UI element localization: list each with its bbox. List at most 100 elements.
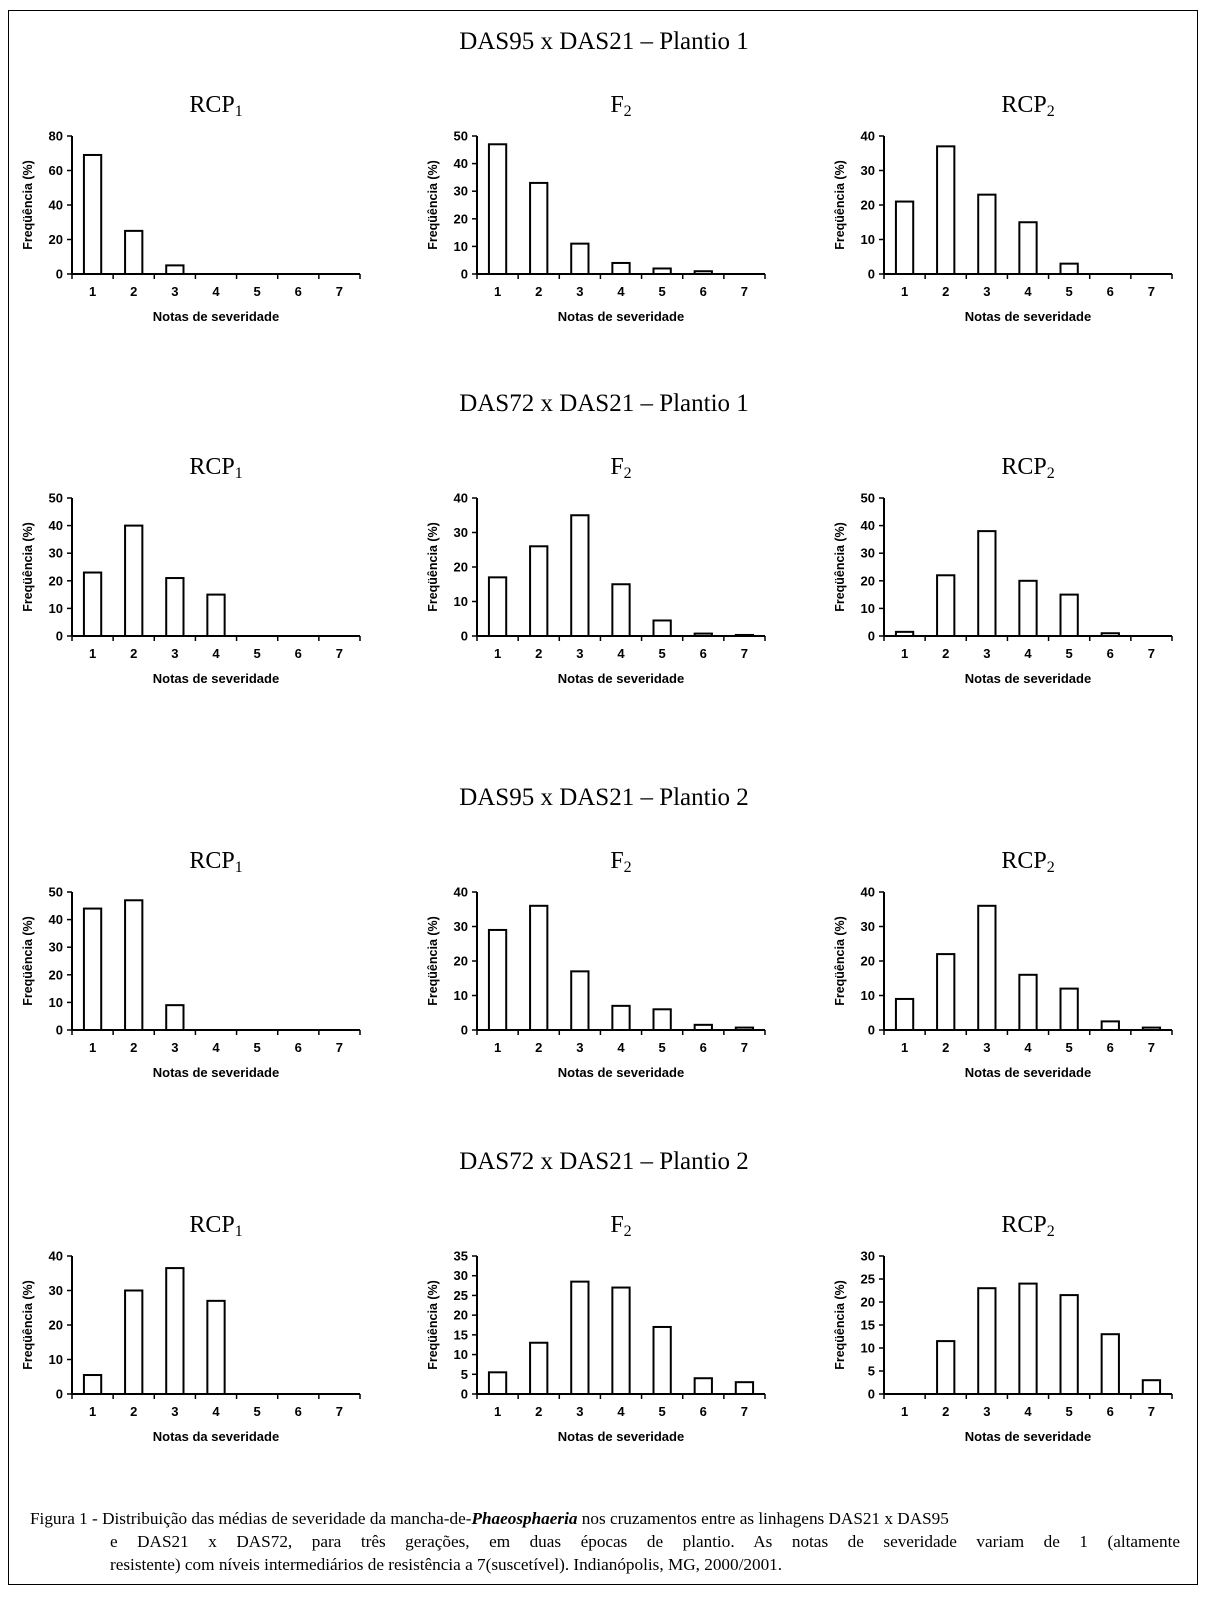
y-tick-label: 10 [454,594,468,609]
bar [82,907,103,1032]
y-tick-label: 10 [454,239,468,254]
x-tick-label: 1 [901,1404,908,1419]
bar [894,997,915,1031]
chart-title-base: RCP [1001,848,1047,874]
chart-title-subscript: 1 [234,859,243,876]
bar-chart: 0 10 20 30 40 50 1 2 3 4 5 6 7 Notas de severidade Fre… [426,129,766,324]
bar-chart: 0 20 40 60 80 1 2 3 4 5 6 7 Notas de severidade Freqü… [21,129,361,324]
y-tick-label: 50 [49,885,63,900]
bar [734,1026,755,1032]
x-axis-label: Notas de severidade [965,1065,1091,1080]
x-tick-label: 4 [212,1404,220,1419]
bar [611,583,631,637]
y-tick-label: 40 [49,518,63,533]
y-tick-label: 80 [49,129,63,144]
y-axis-label: Freqüência (%) [426,160,440,250]
bar [652,619,672,638]
y-tick-label: 40 [49,1249,63,1264]
bar [124,899,144,1031]
y-tick-label: 30 [49,1283,63,1298]
y-tick-label: 30 [454,919,468,934]
x-tick-label: 7 [741,1040,748,1055]
bar [1018,579,1038,638]
x-tick-label: 4 [617,1040,625,1055]
x-tick-label: 7 [741,1404,748,1419]
y-axis-label: Freqüência (%) [833,160,847,250]
x-tick-label: 5 [659,284,666,299]
x-tick-label: 5 [254,1404,261,1419]
x-tick-label: 3 [983,1040,990,1055]
bar [165,1004,185,1032]
bar [82,571,103,637]
bar [529,545,549,637]
caption-text-post: nos cruzamentos entre as linhagens DAS21… [577,1509,949,1528]
y-tick-label: 0 [461,267,468,282]
y-tick-label: 30 [454,1268,468,1283]
y-tick-label: 10 [861,988,875,1003]
x-tick-label: 2 [535,1040,542,1055]
bar [652,267,672,275]
x-tick-label: 4 [617,284,625,299]
caption-line-1: Figura 1 - Distribuição das médias de se… [30,1507,1180,1530]
bar [82,153,103,275]
bar [529,904,549,1031]
x-tick-label: 7 [1148,284,1155,299]
y-tick-label: 20 [454,954,468,969]
bar [1059,262,1079,275]
x-tick-label: 3 [171,646,178,661]
x-tick-label: 2 [535,1404,542,1419]
x-axis-label: Notas de severidade [558,1065,684,1080]
chart-title: F2 [477,92,765,121]
x-tick-label: 4 [1024,284,1032,299]
x-tick-label: 1 [89,284,96,299]
y-tick-label: 40 [454,491,468,506]
chart-title: RCP1 [72,1212,360,1241]
bar [977,1287,997,1395]
chart-title: RCP2 [884,1212,1172,1241]
x-tick-label: 5 [254,1040,261,1055]
bar [1141,1379,1162,1395]
x-tick-label: 1 [901,1040,908,1055]
y-tick-label: 10 [861,232,875,247]
x-tick-label: 1 [494,1404,501,1419]
bar [1059,1294,1079,1395]
bar [977,530,997,637]
bar [734,633,755,637]
y-tick-label: 20 [861,198,875,213]
y-tick-label: 50 [454,129,468,144]
y-tick-label: 15 [454,1327,468,1342]
y-tick-label: 20 [49,967,63,982]
y-tick-label: 0 [461,1023,468,1038]
bar [1018,221,1038,275]
chart-title-subscript: 2 [623,1223,632,1240]
y-tick-label: 40 [49,198,63,213]
x-tick-label: 2 [130,284,137,299]
bar [1100,632,1120,638]
bar [894,630,915,638]
x-tick-label: 6 [295,1040,302,1055]
y-axis-label: Freqüência (%) [833,1280,847,1370]
x-tick-label: 3 [171,1404,178,1419]
x-tick-label: 3 [576,1040,583,1055]
x-tick-label: 6 [700,646,707,661]
y-tick-label: 0 [461,1387,468,1402]
chart-title: F2 [477,1212,765,1241]
x-tick-label: 2 [535,646,542,661]
chart-title-subscript: 2 [1046,103,1055,120]
bar-chart: 0 10 20 30 40 50 1 2 3 4 5 6 7 Notas de severidade Fre… [833,491,1173,686]
bar [693,1377,713,1396]
bar [165,1267,185,1396]
y-tick-label: 0 [56,1387,63,1402]
y-tick-label: 20 [861,954,875,969]
bar [1059,593,1079,638]
y-tick-label: 0 [56,1023,63,1038]
chart-title-subscript: 2 [1046,465,1055,482]
y-tick-label: 10 [861,1341,875,1356]
x-tick-label: 3 [983,1404,990,1419]
x-tick-label: 7 [1148,1040,1155,1055]
x-tick-label: 1 [901,646,908,661]
chart-title-base: F [610,454,624,480]
x-tick-label: 6 [295,284,302,299]
figure-caption: Figura 1 - Distribuição das médias de se… [30,1507,1180,1576]
x-tick-label: 1 [89,1404,96,1419]
